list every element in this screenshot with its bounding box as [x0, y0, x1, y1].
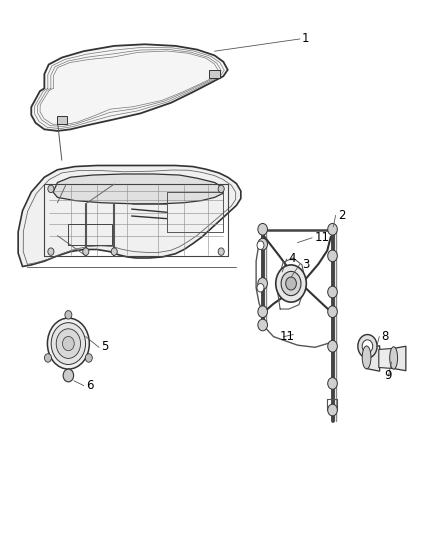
Circle shape	[218, 185, 224, 192]
Circle shape	[85, 354, 92, 362]
Text: 4: 4	[289, 252, 297, 265]
Circle shape	[257, 241, 264, 249]
Circle shape	[328, 306, 337, 318]
Bar	[57, 116, 67, 124]
Circle shape	[48, 248, 54, 255]
Circle shape	[258, 238, 268, 250]
Ellipse shape	[362, 346, 371, 369]
Text: 11: 11	[279, 330, 294, 343]
Polygon shape	[18, 165, 241, 266]
Circle shape	[328, 250, 337, 262]
Circle shape	[56, 329, 81, 358]
Text: 2: 2	[338, 208, 345, 222]
Text: 3: 3	[302, 257, 309, 271]
Text: 1: 1	[302, 32, 310, 45]
Circle shape	[281, 271, 301, 296]
Text: 11: 11	[314, 231, 329, 244]
Circle shape	[258, 319, 268, 331]
Circle shape	[47, 318, 89, 369]
Circle shape	[286, 277, 297, 290]
Circle shape	[111, 248, 117, 255]
Text: 9: 9	[384, 369, 392, 382]
Circle shape	[276, 265, 306, 302]
Circle shape	[328, 404, 337, 416]
Circle shape	[63, 336, 74, 351]
Circle shape	[45, 354, 51, 362]
Circle shape	[358, 335, 377, 358]
Circle shape	[328, 286, 337, 298]
Circle shape	[83, 248, 89, 255]
Circle shape	[258, 306, 268, 318]
Text: 6: 6	[86, 379, 93, 392]
Circle shape	[362, 340, 373, 353]
Ellipse shape	[390, 347, 398, 369]
Circle shape	[258, 223, 268, 235]
Bar	[209, 70, 220, 78]
Circle shape	[51, 322, 85, 365]
Circle shape	[63, 369, 74, 382]
Polygon shape	[379, 349, 394, 368]
Circle shape	[328, 223, 337, 235]
Circle shape	[65, 311, 72, 319]
Circle shape	[257, 284, 264, 292]
Text: 8: 8	[381, 330, 389, 343]
Circle shape	[218, 248, 224, 255]
Polygon shape	[367, 346, 380, 371]
Circle shape	[328, 377, 337, 389]
Circle shape	[258, 278, 268, 289]
Text: 5: 5	[101, 341, 109, 353]
Polygon shape	[394, 346, 406, 370]
Polygon shape	[31, 44, 228, 131]
Circle shape	[328, 341, 337, 352]
Circle shape	[48, 185, 54, 192]
Polygon shape	[53, 174, 223, 204]
